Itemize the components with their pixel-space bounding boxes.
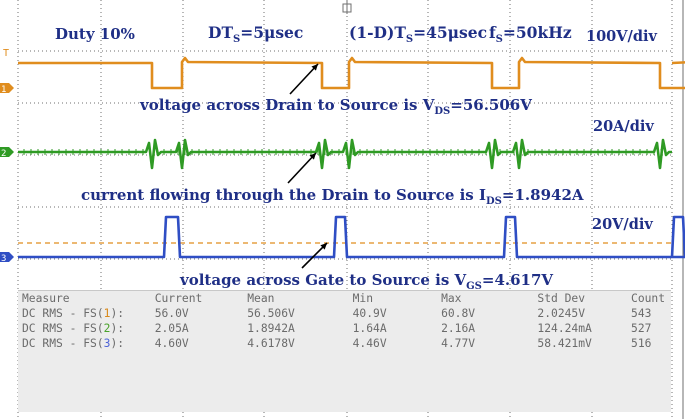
measurement-row-ch3: DC RMS - FS(3): 4.60V 4.6178V 4.46V 4.77…	[18, 336, 671, 351]
max-value: 2.16A	[441, 322, 476, 335]
arrow-head	[309, 153, 316, 160]
header-mean: Mean	[247, 292, 275, 305]
ch3-marker	[0, 252, 14, 262]
header-min: Min	[352, 292, 374, 305]
ch3-scale-label: 20V/div	[592, 216, 653, 233]
measurement-row-ch2: DC RMS - FS(2): 2.05A 1.8942A 1.64A 2.16…	[18, 321, 671, 336]
current-value: 4.60V	[154, 337, 189, 350]
ch2-ids-trace	[18, 138, 672, 170]
measurement-table: Measure Current Mean Min Max Std Dev Cou…	[18, 291, 671, 351]
row-label: DC RMS - FS(1):	[22, 307, 125, 320]
ch1-vds-trace	[18, 56, 685, 90]
channel-number: 3	[103, 337, 111, 350]
channel-markers: T 1 2 3	[0, 48, 14, 264]
arrow-line	[287, 152, 317, 184]
ch1-scale-label: 100V/div	[586, 28, 657, 45]
ids-annotation: current flowing through the Drain to Sou…	[81, 186, 584, 207]
min-value: 1.64A	[352, 322, 387, 335]
count-value: 527	[631, 322, 652, 335]
measurement-panel: Measure Current Mean Min Max Std Dev Cou…	[18, 290, 671, 412]
mean-value: 1.8942A	[247, 322, 295, 335]
count-value: 543	[631, 307, 652, 320]
row-label: DC RMS - FS(3):	[22, 337, 125, 350]
trigger-marker: T	[3, 48, 9, 59]
measurement-header-row: Measure Current Mean Min Max Std Dev Cou…	[18, 291, 671, 306]
max-value: 60.8V	[441, 307, 476, 320]
count-value: 516	[631, 337, 652, 350]
center-marker	[342, 3, 352, 13]
off-time-label: (1-D)TS=45μsec	[349, 23, 488, 46]
min-value: 40.9V	[352, 307, 387, 320]
mean-value: 4.6178V	[247, 337, 295, 350]
current-value: 56.0V	[154, 307, 189, 320]
std-dev-value: 124.24mA	[537, 322, 592, 335]
min-value: 4.46V	[352, 337, 387, 350]
arrow-line	[289, 63, 319, 95]
switching-frequency-label: fS=50kHz	[489, 23, 572, 46]
header-current: Current	[154, 292, 203, 305]
header-count: Count	[631, 292, 666, 305]
measurement-row-ch1: DC RMS - FS(1): 56.0V 56.506V 40.9V 60.8…	[18, 306, 671, 321]
max-value: 4.77V	[441, 337, 476, 350]
arrow-head	[320, 243, 327, 250]
channel-number: 2	[103, 322, 111, 335]
ch2-scale-label: 20A/div	[593, 118, 654, 135]
header-max: Max	[441, 292, 462, 305]
channel-number: 1	[103, 307, 111, 320]
row-label: DC RMS - FS(2):	[22, 322, 125, 335]
ch2-marker-text: 2	[1, 149, 6, 159]
std-dev-value: 58.421mV	[537, 337, 592, 350]
ch2-marker	[0, 147, 14, 157]
on-time-label: DTS=5μsec	[208, 23, 304, 46]
vgs-annotation: voltage across Gate to Source is VGS=4.6…	[180, 271, 554, 292]
waveform-traces	[18, 56, 685, 259]
arrow-head	[311, 64, 318, 71]
ch3-marker-text: 3	[1, 254, 6, 264]
duty-cycle-label: Duty 10%	[55, 25, 135, 43]
vds-annotation: voltage across Drain to Source is VDS=56…	[140, 96, 532, 117]
ch1-marker	[0, 83, 14, 93]
ch3-vgs-trace	[18, 215, 685, 259]
std-dev-value: 2.0245V	[537, 307, 586, 320]
current-value: 2.05A	[154, 322, 189, 335]
annotation-arrows	[287, 63, 328, 269]
header-std-dev: Std Dev	[537, 292, 586, 305]
ch1-marker-text: 1	[1, 85, 6, 95]
header-measure: Measure	[22, 292, 70, 305]
mean-value: 56.506V	[247, 307, 295, 320]
